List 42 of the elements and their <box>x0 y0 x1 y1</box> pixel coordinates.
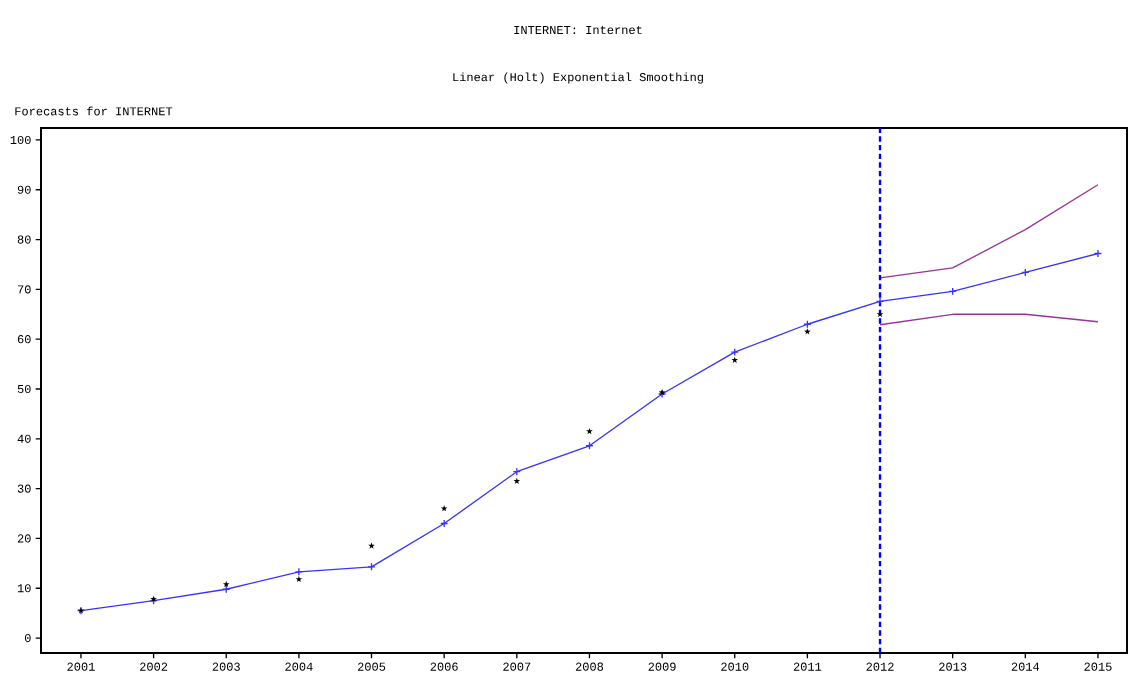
x-tick-label: 2002 <box>140 662 168 671</box>
x-tick-label: 2004 <box>285 662 313 671</box>
x-tick-label: 2011 <box>793 662 822 671</box>
chart-subtitle: Linear (Holt) Exponential Smoothing <box>453 72 703 84</box>
point <box>730 348 739 357</box>
y-tick-label: 20 <box>17 534 31 543</box>
x-tick-label: 2009 <box>648 662 676 671</box>
x-tick-label: 2015 <box>1084 662 1112 671</box>
point <box>368 542 375 549</box>
x-tick-label: 2001 <box>67 662 95 671</box>
point <box>222 580 230 588</box>
chart-title: INTERNET: Internet <box>514 25 642 35</box>
y-tick-label: 40 <box>17 434 31 443</box>
point <box>875 297 885 306</box>
point <box>876 310 884 318</box>
x-tick-label: 2005 <box>357 662 386 671</box>
point <box>295 575 303 583</box>
y-tick-label: 100 <box>10 135 31 145</box>
y-tick-label: 90 <box>17 185 31 194</box>
x-tick-label: 2013 <box>939 662 967 671</box>
x-tick-label: 2014 <box>1011 662 1040 671</box>
point <box>731 356 739 363</box>
point <box>440 505 448 512</box>
x-tick-label: 2012 <box>866 662 894 671</box>
point <box>1093 249 1103 258</box>
x-tick-label: 2010 <box>721 662 749 671</box>
point <box>513 477 521 484</box>
y-tick-label: 70 <box>17 285 31 294</box>
x-tick-label: 2003 <box>212 662 240 671</box>
y-tick-label: 80 <box>17 235 31 244</box>
x-tick-label: 2006 <box>430 662 458 671</box>
x-tick-label: 2008 <box>575 662 604 671</box>
y-tick-label: 30 <box>17 484 31 493</box>
y-tick-label: 0 <box>24 633 31 643</box>
y-tick-label: 50 <box>17 384 31 394</box>
point <box>294 567 304 576</box>
y-tick-label: 60 <box>17 335 31 344</box>
line-series <box>879 184 1099 279</box>
y-tick-label: 10 <box>17 584 31 593</box>
text: Forecasts for INTERNET <box>15 106 173 116</box>
point <box>586 427 593 435</box>
x-tick-label: 2007 <box>503 662 531 671</box>
